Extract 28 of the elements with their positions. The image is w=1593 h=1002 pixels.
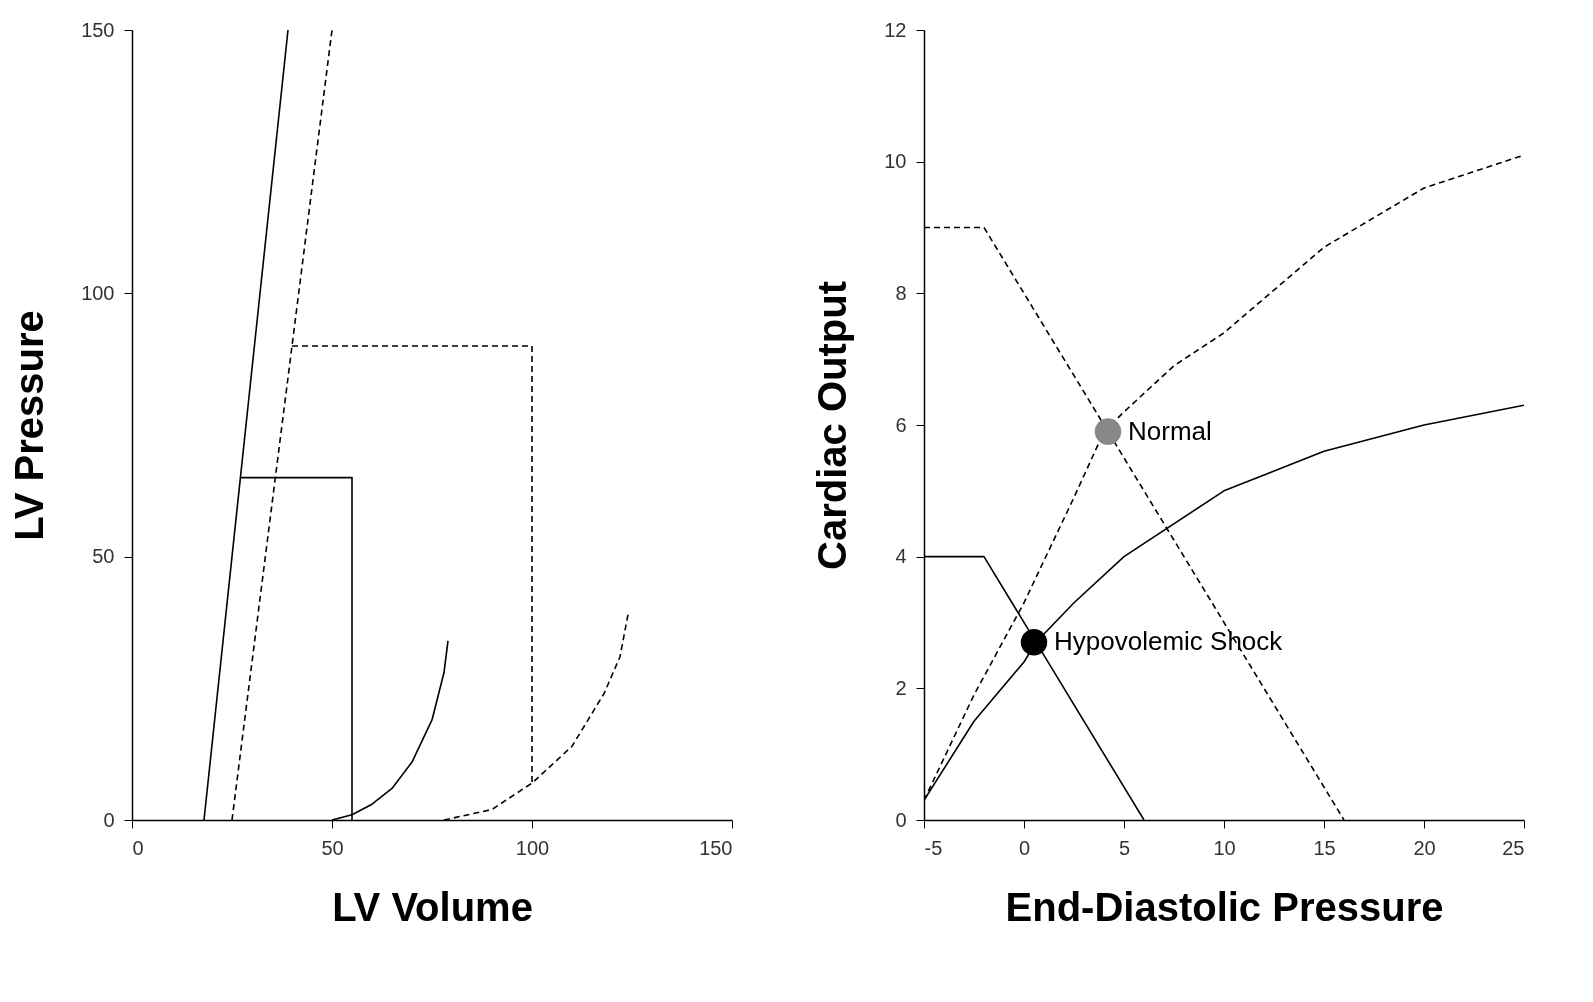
x-tick-label: 50 [321, 836, 344, 859]
x-tick-label: 5 [1118, 836, 1131, 859]
series-label: Normal [1128, 415, 1212, 446]
x-tick-label: 20 [1413, 836, 1436, 859]
x-tick-label: 150 [699, 836, 733, 859]
x-tick-label: 0 [1018, 836, 1031, 859]
y-tick-label: 150 [81, 18, 115, 41]
y-tick-label: 100 [81, 281, 115, 304]
x-tick-label: 0 [132, 836, 144, 859]
y-tick-label: 10 [884, 150, 907, 173]
y-tick-label: 12 [884, 18, 907, 41]
y-tick-label: 4 [895, 545, 907, 568]
y-tick-label: 0 [895, 808, 907, 831]
y-tick-label: 2 [895, 676, 907, 699]
x-tick-label: 25 [1502, 836, 1525, 859]
y-tick-label: 0 [103, 808, 115, 831]
x-tick-label: 100 [515, 836, 550, 859]
x-tick-label: -5 [924, 836, 943, 859]
y-tick-label: 6 [895, 413, 907, 436]
x-axis-title: End-Diastolic Pressure [1005, 884, 1444, 929]
x-axis-title: LV Volume [332, 884, 533, 929]
x-tick-label: 10 [1213, 836, 1236, 859]
x-tick-label: 15 [1313, 836, 1336, 859]
y-axis-title: LV Pressure [7, 310, 52, 541]
y-tick-label: 50 [92, 545, 115, 568]
y-axis-title: Cardiac Output [810, 281, 855, 570]
series-label: Hypovolemic Shock [1054, 626, 1284, 657]
y-tick-label: 8 [895, 281, 907, 304]
